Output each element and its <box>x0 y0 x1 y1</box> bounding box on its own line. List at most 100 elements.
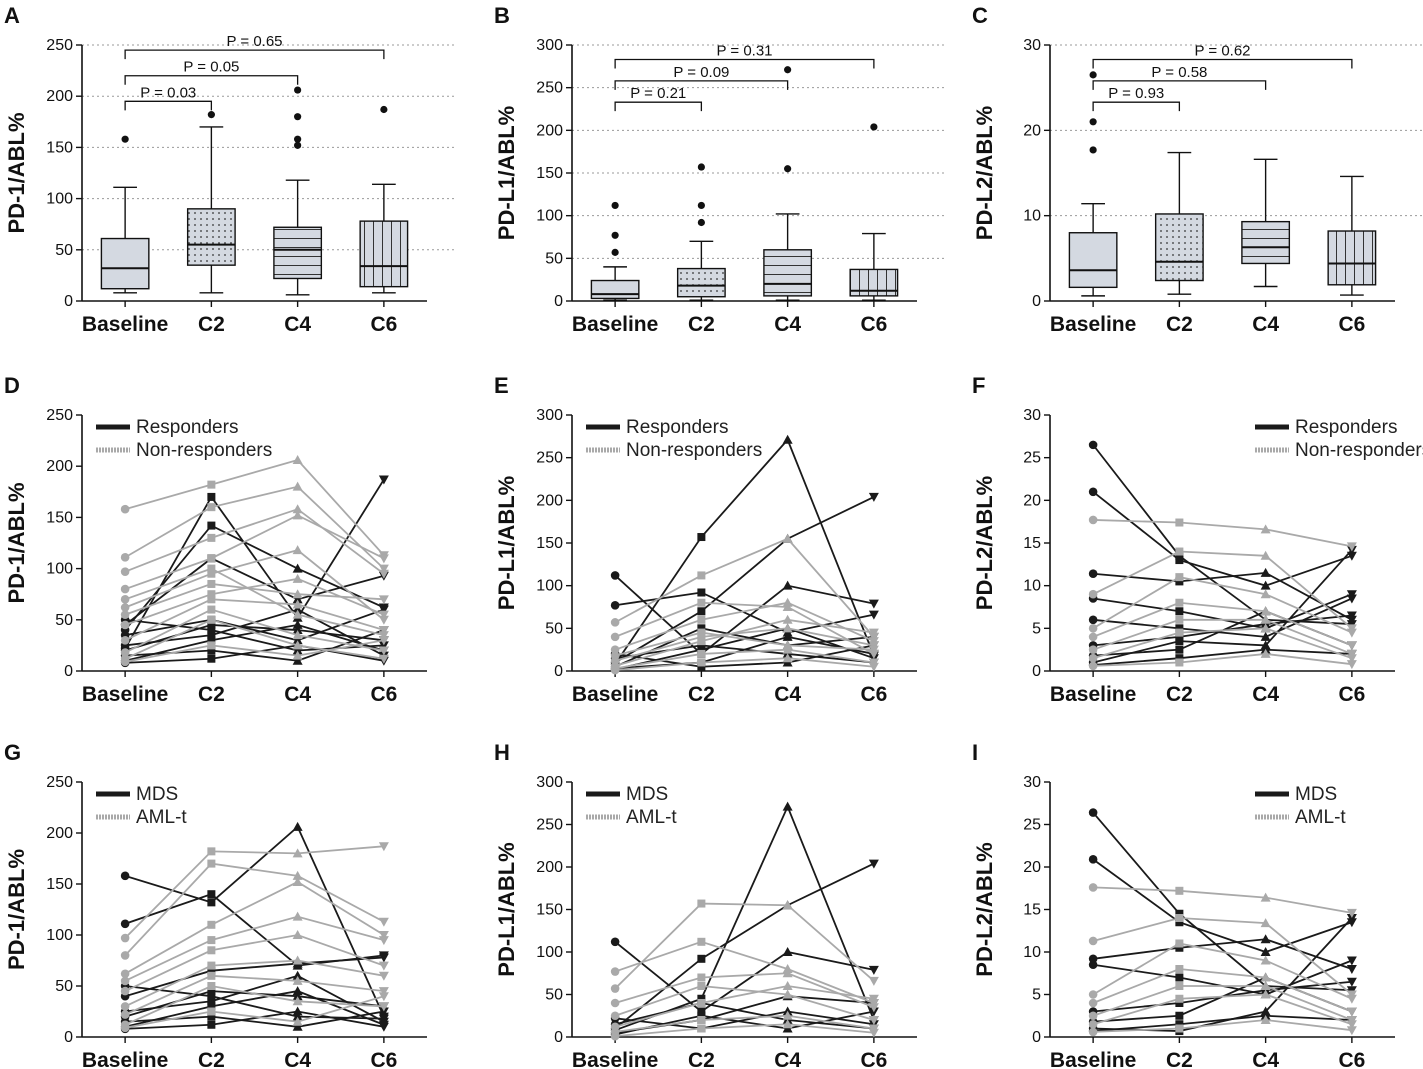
data-point <box>697 607 706 616</box>
data-point <box>207 987 216 996</box>
series-line <box>125 985 384 1020</box>
data-point <box>782 900 793 910</box>
data-point <box>1175 994 1184 1003</box>
data-point <box>292 589 303 599</box>
data-point <box>207 971 216 980</box>
data-point <box>782 533 793 543</box>
data-point <box>610 665 620 675</box>
panel-a: A PD-1/ABL% 0 50 100 150 200 250 Baseline C2 C4 C6 P… <box>4 3 457 336</box>
data-point <box>292 635 303 645</box>
data-point <box>207 569 216 578</box>
series-line <box>614 537 875 638</box>
data-point <box>1088 1011 1098 1021</box>
data-point <box>1088 808 1098 817</box>
series-line <box>614 648 875 670</box>
series-line <box>1093 1019 1352 1033</box>
data-point <box>868 976 879 986</box>
series-line <box>614 601 875 655</box>
y-tick-label: 250 <box>46 774 73 791</box>
y-tick-label: 250 <box>536 80 563 97</box>
box-c6 <box>849 268 899 297</box>
x-tick-label: C6 <box>860 683 887 706</box>
panel-letter: D <box>4 373 20 398</box>
y-tick-label: 0 <box>554 663 563 680</box>
data-point <box>1175 886 1184 895</box>
data-point <box>378 626 389 636</box>
data-point <box>1175 518 1184 527</box>
y-tick-label: 200 <box>46 825 73 842</box>
legend-label: AML-t <box>626 807 677 828</box>
y-tick-label: 150 <box>46 509 73 526</box>
y-tick-label: 100 <box>46 561 73 578</box>
data-point <box>697 632 706 641</box>
legend-label: Responders <box>136 417 238 438</box>
x-tick-label: C2 <box>1166 683 1193 706</box>
y-tick-label: 300 <box>536 774 563 791</box>
series-line <box>1093 597 1353 638</box>
data-point <box>207 847 216 856</box>
panel-letter: A <box>4 3 20 28</box>
box-c2 <box>676 267 726 298</box>
data-point <box>697 628 706 637</box>
series-line <box>124 995 385 1029</box>
series-line <box>125 974 385 1023</box>
y-axis-label: PD-1/ABL% <box>4 849 29 970</box>
data-point <box>782 653 793 663</box>
x-tick-label: C6 <box>370 1049 397 1069</box>
data-point <box>1175 598 1184 607</box>
x-tick-label: C4 <box>284 313 311 336</box>
series-line <box>124 608 385 654</box>
data-point <box>868 994 879 1004</box>
data-point <box>1088 998 1098 1008</box>
series-line <box>124 934 385 992</box>
p-value-label: P = 0.03 <box>140 84 196 101</box>
x-tick-label: C4 <box>1252 313 1279 336</box>
data-point <box>610 967 620 976</box>
data-point <box>1175 551 1184 560</box>
y-tick-label: 0 <box>64 293 73 310</box>
data-point <box>292 848 303 858</box>
outlier-point <box>870 123 878 131</box>
legend-label: MDS <box>626 784 668 805</box>
data-point <box>378 605 389 615</box>
data-point <box>782 989 793 999</box>
y-tick-label: 200 <box>536 122 563 139</box>
data-point <box>378 842 389 852</box>
outlier-point <box>697 201 705 210</box>
data-point <box>292 650 303 660</box>
data-point <box>697 1016 706 1024</box>
comparison-bracket <box>124 75 299 85</box>
data-point <box>120 504 130 514</box>
data-point <box>1175 999 1184 1007</box>
panel-c: C PD-L2/ABL% 0 10 20 30 Baseline C2 C4 C6 P = 0.93… <box>972 3 1423 336</box>
data-point <box>378 1017 389 1027</box>
series-line <box>1092 858 1353 953</box>
y-tick-label: 100 <box>536 944 563 961</box>
data-point <box>1088 624 1098 633</box>
data-point <box>292 455 303 465</box>
data-point <box>292 991 303 1001</box>
data-point <box>292 625 303 635</box>
y-tick-label: 50 <box>545 987 563 1004</box>
series-line <box>615 1014 875 1033</box>
y-tick-label: 15 <box>1023 902 1041 919</box>
p-value-label: P = 0.58 <box>1151 64 1207 81</box>
y-tick-label: 100 <box>536 578 563 595</box>
data-point <box>120 620 130 630</box>
data-point <box>1346 594 1357 604</box>
y-tick-label: 200 <box>46 458 73 475</box>
data-point <box>120 1002 130 1011</box>
series-line <box>614 862 875 1030</box>
legend-label: MDS <box>1295 784 1337 805</box>
panel-letter: I <box>972 740 978 765</box>
comparison-bracket <box>614 101 703 112</box>
data-point <box>868 1003 879 1013</box>
data-point <box>292 975 303 985</box>
x-tick-label: C6 <box>860 313 887 336</box>
series-line <box>614 496 875 664</box>
data-point <box>378 654 389 664</box>
x-tick-label: Baseline <box>82 683 168 706</box>
data-point <box>207 997 216 1006</box>
data-point <box>697 999 706 1007</box>
data-point <box>120 933 130 943</box>
